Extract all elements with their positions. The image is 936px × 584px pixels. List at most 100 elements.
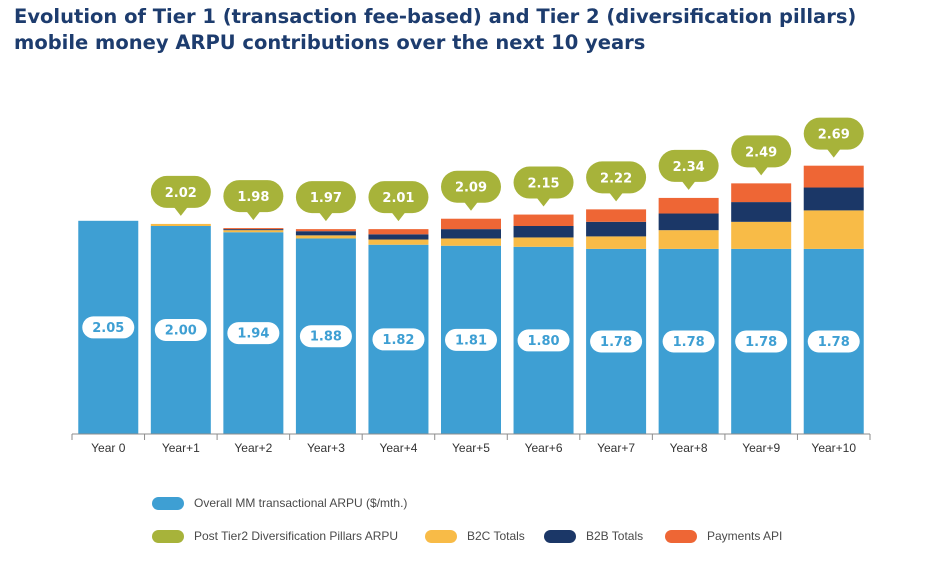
tier2-bubble-year-4 <box>368 181 429 214</box>
bar-payments-api-year-5 <box>441 218 501 230</box>
tier2-bubble-year-3 <box>295 181 356 214</box>
bar-b2c-year-7 <box>586 236 647 249</box>
bar-b2c-year-4 <box>368 239 429 245</box>
value-pill-year-2 <box>227 322 280 345</box>
chart-title: Evolution of Tier 1 (transaction fee-bas… <box>14 5 857 54</box>
tier1-value-label-year-1: 2.00 <box>165 324 197 339</box>
x-tick-label-year-4: Year+4 <box>379 441 417 455</box>
tier2-value-label-year-7: 2.22 <box>600 171 632 186</box>
legend-label-payments-api: Payments API <box>707 529 783 543</box>
tier2-bubble-year-9 <box>731 135 792 168</box>
tier2-bubble-year-1 <box>150 175 211 208</box>
tier1-value-label-year-2: 1.94 <box>237 327 269 342</box>
legend-item-tier2: Post Tier2 Diversification Pillars ARPU <box>152 529 398 543</box>
value-pill-year-7 <box>590 330 643 353</box>
x-tick-label-year-10: Year+10 <box>811 441 856 455</box>
bar-payments-api-year-4 <box>368 229 429 235</box>
x-tick-label-year-3: Year+3 <box>307 441 345 455</box>
tier2-bubble-year-10 <box>803 117 864 150</box>
tier1-value-label-year-8: 1.78 <box>673 335 705 350</box>
legend-label-b2b: B2B Totals <box>586 529 644 543</box>
value-pill-year-6 <box>517 329 570 352</box>
tier2-bubble-year-5 <box>441 170 501 203</box>
bar-b2c-year-1 <box>150 223 211 226</box>
bar-b2b-year-8 <box>658 213 719 231</box>
tier1-value-label-year-5: 1.81 <box>455 333 487 348</box>
tier2-bubble-pointer-year-2 <box>246 211 261 221</box>
legend-item-b2c: B2C Totals <box>425 529 525 543</box>
bar-b2c-year-5 <box>441 238 501 246</box>
tier2-value-label-year-6: 2.15 <box>528 177 560 192</box>
value-pill-year-5 <box>445 328 497 351</box>
tier2-bubble-pointer-year-6 <box>536 197 551 207</box>
legend-swatch-tier2 <box>152 529 184 543</box>
legend-swatch-tier1 <box>152 496 184 510</box>
legend-item-tier1: Overall MM transactional ARPU ($/mth.) <box>152 496 407 510</box>
bar-b2b-year-5 <box>441 229 501 239</box>
tier2-value-label-year-4: 2.01 <box>382 191 414 206</box>
tier2-value-label-year-2: 1.98 <box>237 190 269 205</box>
value-pill-year-1 <box>154 319 207 341</box>
x-tick-label-year-9: Year+9 <box>742 441 780 455</box>
bar-b2c-year-2 <box>223 230 284 233</box>
bar-payments-api-year-7 <box>586 209 647 222</box>
legend-label-tier1: Overall MM transactional ARPU ($/mth.) <box>194 496 408 510</box>
value-pill-year-4 <box>372 328 425 351</box>
x-tick-label-year-7: Year+7 <box>597 441 635 455</box>
tier2-bubble-pointer-year-9 <box>754 166 769 176</box>
x-tick-label-year-0: Year 0 <box>91 441 126 455</box>
tier2-bubble-pointer-year-7 <box>609 192 624 202</box>
legend-item-payments-api: Payments API <box>665 529 782 543</box>
tier2-bubble-year-7 <box>586 161 647 194</box>
tier2-value-label-year-10: 2.69 <box>818 128 850 143</box>
tier2-value-label-year-8: 2.34 <box>673 160 705 175</box>
bar-payments-api-year-3 <box>295 229 356 232</box>
tier1-value-label-year-4: 1.82 <box>382 333 414 348</box>
tier2-bubble-pointer-year-10 <box>826 148 841 158</box>
bar-b2c-year-6 <box>513 237 574 247</box>
bar-b2b-year-4 <box>368 234 429 240</box>
bar-b2b-year-7 <box>586 221 647 237</box>
tier2-bubble-pointer-year-4 <box>391 212 406 222</box>
value-pill-year-0 <box>82 316 135 339</box>
tier1-value-label-year-3: 1.88 <box>310 330 342 345</box>
tier1-value-label-year-6: 1.80 <box>528 334 560 349</box>
tier2-value-label-year-1: 2.02 <box>165 186 197 201</box>
legend-label-b2c: B2C Totals <box>467 529 525 543</box>
legend-swatch-b2c <box>425 529 457 543</box>
bar-b2b-year-10 <box>803 187 864 211</box>
value-pill-year-3 <box>299 325 352 348</box>
bar-payments-api-year-6 <box>513 214 574 226</box>
bar-payments-api-year-9 <box>731 183 792 203</box>
tier2-bubble-year-2 <box>223 180 284 213</box>
tier2-bubble-pointer-year-3 <box>318 212 333 222</box>
bar-b2c-year-8 <box>658 230 719 249</box>
bar-payments-api-year-8 <box>658 197 719 214</box>
tier2-value-label-year-5: 2.09 <box>455 181 487 196</box>
tier2-bubble-pointer-year-8 <box>681 180 696 190</box>
tier1-value-label-year-7: 1.78 <box>600 335 632 350</box>
legend-swatch-payments-api <box>665 529 697 543</box>
legend-label-tier2: Post Tier2 Diversification Pillars ARPU <box>194 529 399 543</box>
bar-b2b-year-6 <box>513 226 574 238</box>
value-pill-year-10 <box>807 330 860 353</box>
x-tick-label-year-2: Year+2 <box>234 441 272 455</box>
tier2-bubble-year-8 <box>658 149 719 182</box>
tier2-bubble-pointer-year-1 <box>173 206 188 216</box>
tier2-bubble-year-6 <box>513 166 574 199</box>
bar-b2b-year-2 <box>223 229 284 231</box>
tier1-value-label-year-10: 1.78 <box>818 335 850 350</box>
bar-b2c-year-9 <box>731 221 792 249</box>
legend-swatch-b2b <box>544 529 576 543</box>
tier1-value-label-year-0: 2.05 <box>92 321 124 336</box>
bar-payments-api-year-10 <box>803 165 864 188</box>
x-tick-label-year-8: Year+8 <box>670 441 708 455</box>
bar-b2b-year-3 <box>295 231 356 236</box>
bar-b2c-year-10 <box>803 210 864 249</box>
x-tick-label-year-5: Year+5 <box>452 441 490 455</box>
tier2-bubble-pointer-year-5 <box>464 201 478 211</box>
bar-b2b-year-9 <box>731 202 792 222</box>
value-pill-year-8 <box>662 330 715 353</box>
